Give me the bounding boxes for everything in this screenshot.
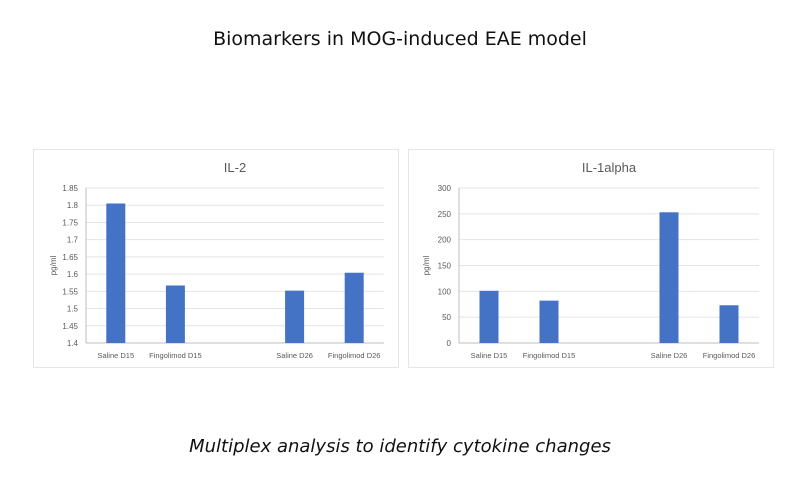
chart-svg-1: IL-1alpha 0 50 100 150 200 250 300 pg/ml Saline D… [422, 160, 759, 360]
x-tick-label: Fingolimod D15 [523, 351, 576, 360]
y-tick-label: 1.7 [67, 236, 79, 245]
chart-svg-0: IL-2 1.4 1.45 1.5 1.55 1.6 1.65 1.7 1.75 1.8 1.85 p… [49, 160, 384, 360]
y-tick-label: 1.65 [62, 253, 78, 262]
chart-title: IL-2 [224, 160, 246, 175]
x-tick-label: Saline D26 [651, 351, 688, 360]
bar [165, 285, 185, 343]
y-axis-label: pg/ml [49, 255, 58, 275]
bar [719, 305, 739, 343]
y-tick-label: 150 [438, 262, 452, 271]
y-tick-label: 1.55 [62, 287, 78, 296]
x-tick-label: Fingolimod D26 [328, 351, 381, 360]
y-tick-label: 1.8 [67, 201, 79, 210]
x-tick-label: Fingolimod D15 [149, 351, 202, 360]
y-tick-label: 1.4 [67, 339, 79, 348]
chart-title: IL-1alpha [582, 160, 637, 175]
x-tick-label: Saline D15 [471, 351, 508, 360]
chart-il-1alpha: IL-1alpha 0 50 100 150 200 250 300 pg/ml Saline D… [408, 149, 774, 368]
y-tick-label: 50 [442, 313, 451, 322]
y-tick-label: 1.75 [62, 218, 78, 227]
y-tick-label: 0 [447, 339, 452, 348]
y-tick-label: 200 [438, 236, 452, 245]
caption: Multiplex analysis to identify cytokine … [189, 436, 611, 457]
bar [479, 290, 499, 343]
y-tick-label: 1.6 [67, 270, 79, 279]
y-tick-label: 1.45 [62, 322, 78, 331]
y-tick-label: 300 [438, 184, 452, 193]
x-tick-label: Saline D15 [97, 351, 134, 360]
y-axis-label: pg/ml [422, 255, 431, 275]
y-tick-label: 1.5 [67, 305, 79, 314]
y-tick-label: 100 [438, 287, 452, 296]
x-tick-label: Fingolimod D26 [703, 351, 756, 360]
y-tick-label: 1.85 [62, 184, 78, 193]
chart-il-2: IL-2 1.4 1.45 1.5 1.55 1.6 1.65 1.7 1.75 1.8 1.85 p… [33, 149, 399, 368]
bar [106, 203, 126, 343]
bar [659, 212, 679, 343]
page-title: Biomarkers in MOG-induced EAE model [213, 28, 587, 50]
bar [539, 300, 559, 343]
bar [344, 272, 364, 343]
y-tick-label: 250 [438, 210, 452, 219]
x-tick-label: Saline D26 [276, 351, 313, 360]
bar [285, 290, 305, 343]
